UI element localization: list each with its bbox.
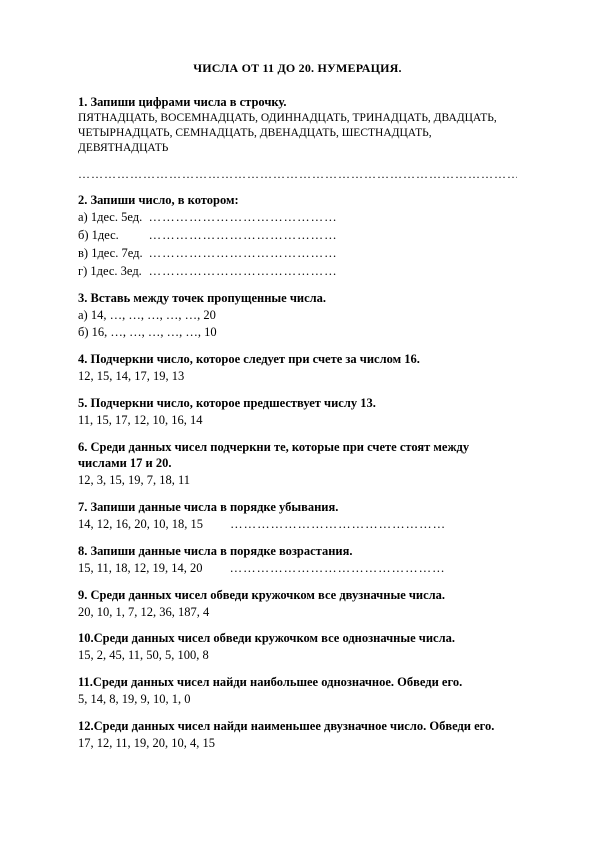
task-2-row-g: г) 1дес. 3ед. …………………………………… [78, 263, 344, 281]
task-10: 10.Среди данных чисел обведи кружочком в… [78, 630, 517, 664]
task-12-head: 12.Среди данных чисел найди наименьшее д… [78, 718, 517, 735]
task-1-line1: ПЯТНАДЦАТЬ, ВОСЕМНАДЦАТЬ, ОДИННАДЦАТЬ, Т… [78, 111, 517, 126]
task-3-b: б) 16, …, …, …, …, …, 10 [78, 324, 517, 341]
task-6-list: 12, 3, 15, 19, 7, 18, 11 [78, 472, 517, 489]
task-12-list: 17, 12, 11, 19, 20, 10, 4, 15 [78, 735, 517, 752]
task-2-label: а) 1дес. 5ед. [78, 209, 149, 227]
task-6-head: 6. Среди данных чисел подчеркни те, кото… [78, 439, 517, 473]
task-2-row-a: а) 1дес. 5ед. …………………………………… [78, 209, 344, 227]
task-3-a: а) 14, …, …, …, …, …, 20 [78, 307, 517, 324]
task-4: 4. Подчеркни число, которое следует при … [78, 351, 517, 385]
task-10-head: 10.Среди данных чисел обведи кружочком в… [78, 630, 517, 647]
task-9: 9. Среди данных чисел обведи кружочком в… [78, 587, 517, 621]
task-8: 8. Запиши данные числа в порядке возраст… [78, 543, 517, 577]
task-11: 11.Среди данных чисел найди наибольшее о… [78, 674, 517, 708]
task-7: 7. Запиши данные числа в порядке убывани… [78, 499, 517, 533]
task-5-list: 11, 15, 17, 12, 10, 16, 14 [78, 412, 517, 429]
task-2-dots: …………………………………… [149, 263, 344, 281]
task-2-dots: …………………………………… [149, 245, 344, 263]
task-2-dots: …………………………………… [149, 209, 344, 227]
task-7-dots: ………………………………………… [230, 517, 446, 531]
task-2-label: г) 1дес. 3ед. [78, 263, 149, 281]
task-9-head: 9. Среди данных чисел обведи кружочком в… [78, 587, 517, 604]
task-2-row-v: в) 1дес. 7ед. …………………………………… [78, 245, 344, 263]
task-11-list: 5, 14, 8, 19, 9, 10, 1, 0 [78, 691, 517, 708]
task-5-head: 5. Подчеркни число, которое предшествует… [78, 395, 517, 412]
task-7-head: 7. Запиши данные числа в порядке убывани… [78, 499, 517, 516]
task-1-answer-line: …………………………………………………………………………………………… [78, 166, 517, 182]
task-2-label: в) 1дес. 7ед. [78, 245, 149, 263]
task-10-list: 15, 2, 45, 11, 50, 5, 100, 8 [78, 647, 517, 664]
task-2-label: б) 1дес. [78, 227, 149, 245]
worksheet-page: ЧИСЛА ОТ 11 ДО 20. НУМЕРАЦИЯ. 1. Запиши … [0, 0, 595, 842]
task-3: 3. Вставь между точек пропущенные числа.… [78, 290, 517, 341]
task-9-list: 20, 10, 1, 7, 12, 36, 187, 4 [78, 604, 517, 621]
task-1: 1. Запиши цифрами числа в строчку. ПЯТНА… [78, 94, 517, 182]
task-1-line2: ЧЕТЫРНАДЦАТЬ, СЕМНАДЦАТЬ, ДВЕНАДЦАТЬ, ШЕ… [78, 126, 517, 156]
task-8-head: 8. Запиши данные числа в порядке возраст… [78, 543, 517, 560]
task-2: 2. Запиши число, в котором: а) 1дес. 5ед… [78, 192, 517, 280]
task-8-dots: ………………………………………… [230, 561, 446, 575]
task-11-head: 11.Среди данных чисел найди наибольшее о… [78, 674, 517, 691]
task-8-row: 15, 11, 18, 12, 19, 14, 20 …………………………………… [78, 560, 517, 577]
task-7-list: 14, 12, 16, 20, 10, 18, 15 [78, 517, 203, 531]
task-4-list: 12, 15, 14, 17, 19, 13 [78, 368, 517, 385]
task-3-head: 3. Вставь между точек пропущенные числа. [78, 290, 517, 307]
task-6: 6. Среди данных чисел подчеркни те, кото… [78, 439, 517, 490]
task-5: 5. Подчеркни число, которое предшествует… [78, 395, 517, 429]
task-2-row-b: б) 1дес. …………………………………… [78, 227, 344, 245]
task-2-head: 2. Запиши число, в котором: [78, 192, 517, 209]
task-2-table: а) 1дес. 5ед. …………………………………… б) 1дес. ……… [78, 209, 344, 281]
task-4-head: 4. Подчеркни число, которое следует при … [78, 351, 517, 368]
page-title: ЧИСЛА ОТ 11 ДО 20. НУМЕРАЦИЯ. [78, 60, 517, 76]
task-12: 12.Среди данных чисел найди наименьшее д… [78, 718, 517, 752]
task-1-head: 1. Запиши цифрами числа в строчку. [78, 94, 517, 111]
task-7-row: 14, 12, 16, 20, 10, 18, 15 …………………………………… [78, 516, 517, 533]
task-8-list: 15, 11, 18, 12, 19, 14, 20 [78, 561, 203, 575]
task-2-dots: …………………………………… [149, 227, 344, 245]
